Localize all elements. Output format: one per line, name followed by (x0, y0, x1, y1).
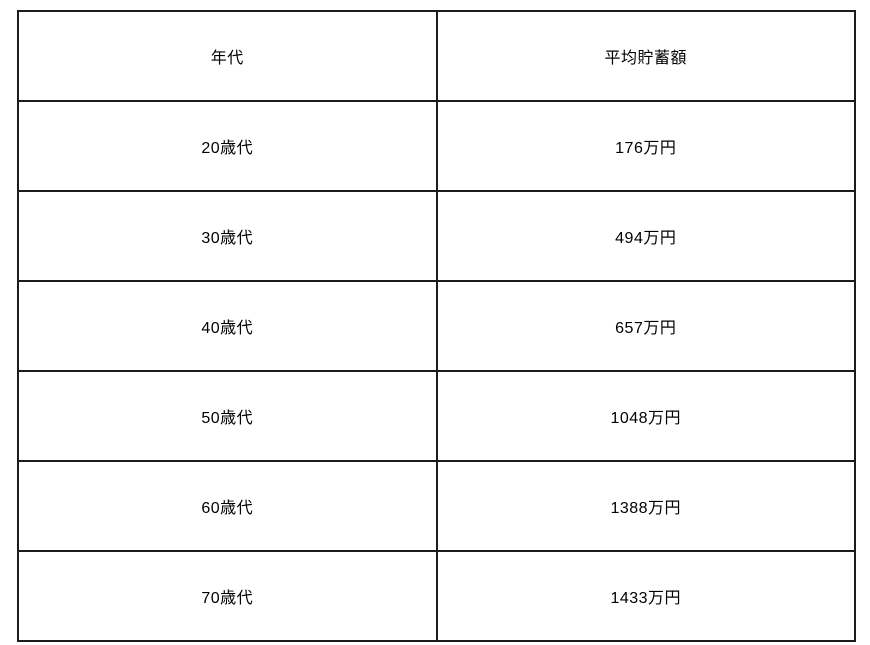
cell-age: 50歳代 (17, 370, 438, 462)
cell-savings: 494万円 (435, 190, 856, 282)
cell-savings: 1388万円 (435, 460, 856, 552)
cell-age: 60歳代 (17, 460, 438, 552)
header-cell-age: 年代 (17, 10, 438, 102)
table-row: 50歳代 1048万円 (17, 370, 856, 462)
table-row: 70歳代 1433万円 (17, 550, 856, 642)
cell-age: 40歳代 (17, 280, 438, 372)
cell-savings: 1048万円 (435, 370, 856, 462)
table-row: 30歳代 494万円 (17, 190, 856, 282)
table-row: 40歳代 657万円 (17, 280, 856, 372)
average-savings-table: 年代 平均貯蓄額 20歳代 176万円 30歳代 494万円 40歳代 657万… (17, 10, 856, 642)
cell-savings: 657万円 (435, 280, 856, 372)
cell-savings: 1433万円 (435, 550, 856, 642)
header-row: 年代 平均貯蓄額 (17, 10, 856, 102)
cell-age: 70歳代 (17, 550, 438, 642)
table-row: 60歳代 1388万円 (17, 460, 856, 552)
cell-savings: 176万円 (435, 100, 856, 192)
cell-age: 20歳代 (17, 100, 438, 192)
header-cell-savings: 平均貯蓄額 (435, 10, 856, 102)
cell-age: 30歳代 (17, 190, 438, 282)
table-row: 20歳代 176万円 (17, 100, 856, 192)
